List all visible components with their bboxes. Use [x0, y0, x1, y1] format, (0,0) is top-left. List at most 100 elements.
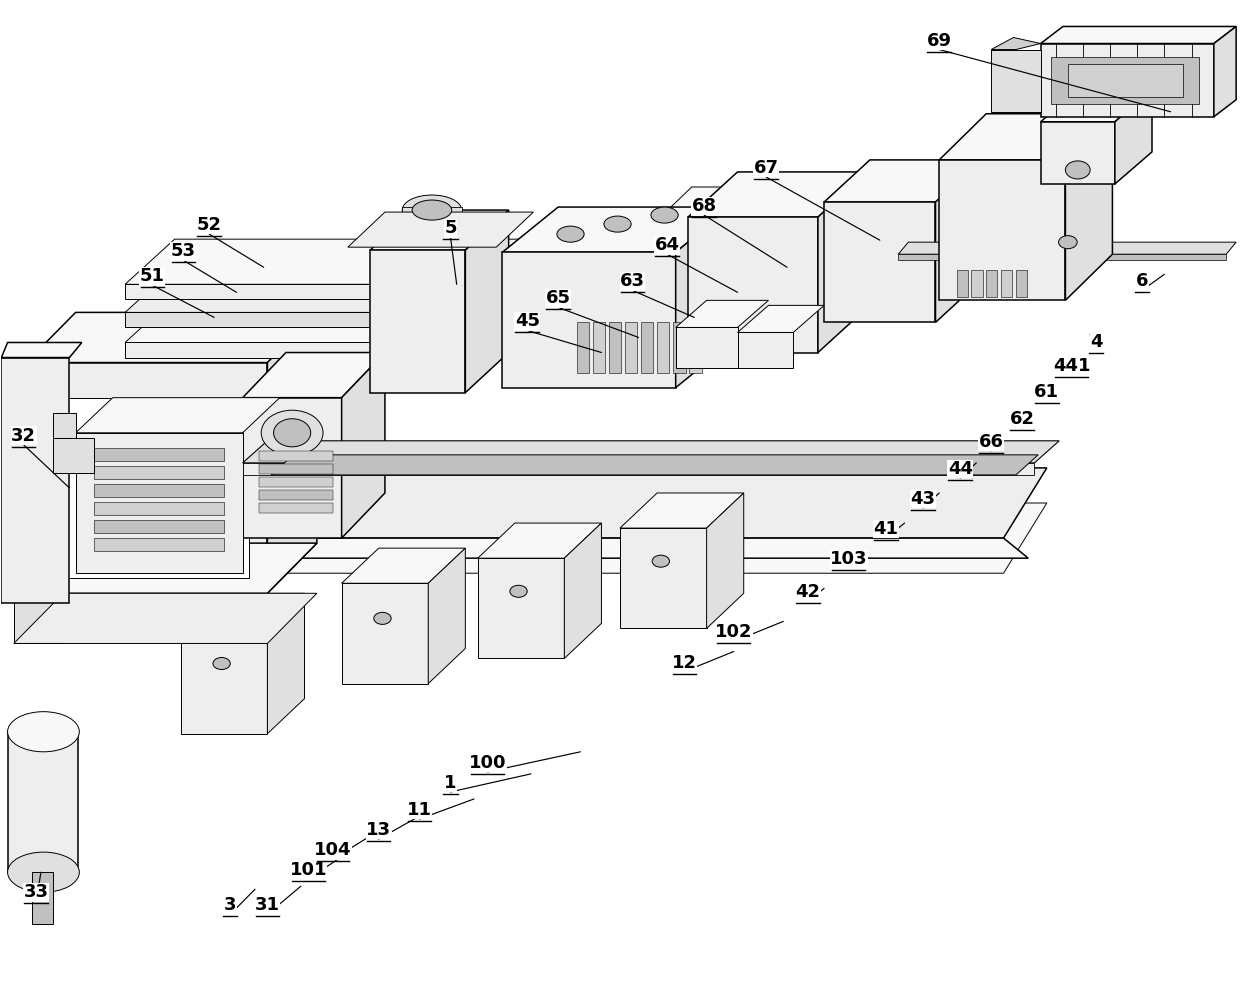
Ellipse shape [604, 216, 631, 232]
Polygon shape [125, 268, 570, 313]
Polygon shape [193, 503, 1047, 573]
Polygon shape [688, 217, 818, 352]
Polygon shape [125, 239, 570, 285]
Polygon shape [193, 538, 218, 594]
Polygon shape [898, 242, 1236, 255]
Text: 43: 43 [910, 490, 936, 508]
Ellipse shape [412, 200, 451, 220]
Polygon shape [94, 502, 224, 515]
Ellipse shape [402, 195, 461, 225]
Text: 1: 1 [444, 774, 456, 792]
Polygon shape [818, 172, 868, 352]
Text: 4: 4 [1090, 333, 1102, 350]
Polygon shape [825, 160, 981, 202]
Polygon shape [991, 49, 1040, 112]
Text: 69: 69 [926, 31, 952, 49]
Ellipse shape [262, 410, 324, 456]
Polygon shape [1068, 63, 1183, 97]
Text: 441: 441 [1053, 356, 1090, 374]
Polygon shape [688, 172, 868, 217]
Polygon shape [14, 543, 317, 594]
Text: 13: 13 [366, 821, 392, 839]
Ellipse shape [274, 418, 311, 447]
Polygon shape [477, 523, 601, 558]
Polygon shape [94, 466, 224, 479]
Polygon shape [259, 490, 334, 500]
Text: 3: 3 [224, 896, 237, 914]
Polygon shape [939, 160, 1065, 301]
Polygon shape [1040, 90, 1152, 122]
Polygon shape [1040, 26, 1236, 43]
Text: 42: 42 [796, 583, 821, 602]
Polygon shape [935, 160, 981, 322]
Polygon shape [51, 397, 249, 578]
Text: 6: 6 [1136, 273, 1148, 291]
Polygon shape [1016, 271, 1027, 298]
Text: 103: 103 [830, 550, 868, 568]
Ellipse shape [652, 555, 670, 567]
Polygon shape [676, 327, 738, 367]
Polygon shape [898, 255, 1226, 261]
Ellipse shape [510, 585, 527, 598]
Text: 51: 51 [140, 268, 165, 286]
Polygon shape [657, 322, 670, 372]
Polygon shape [259, 477, 334, 487]
Polygon shape [76, 433, 243, 573]
Polygon shape [986, 271, 997, 298]
Polygon shape [94, 538, 224, 551]
Polygon shape [645, 187, 1050, 232]
Polygon shape [1040, 43, 1214, 117]
Polygon shape [7, 731, 78, 872]
Text: 52: 52 [197, 216, 222, 234]
Text: 12: 12 [672, 654, 697, 672]
Polygon shape [625, 322, 637, 372]
Polygon shape [1, 342, 82, 357]
Ellipse shape [557, 226, 584, 242]
Polygon shape [181, 594, 305, 629]
Text: 63: 63 [620, 273, 645, 291]
Ellipse shape [1065, 161, 1090, 179]
Polygon shape [32, 872, 53, 925]
Text: 62: 62 [1009, 409, 1034, 428]
Polygon shape [370, 210, 508, 250]
Polygon shape [125, 298, 570, 342]
Polygon shape [1001, 271, 1012, 298]
Polygon shape [991, 37, 1040, 49]
Polygon shape [676, 301, 769, 327]
Polygon shape [193, 538, 1028, 558]
Polygon shape [825, 202, 935, 322]
Polygon shape [956, 271, 967, 298]
Text: 31: 31 [255, 896, 280, 914]
Polygon shape [502, 253, 676, 387]
Polygon shape [428, 548, 465, 684]
Polygon shape [125, 285, 521, 300]
Text: 32: 32 [11, 427, 36, 445]
Polygon shape [193, 468, 1047, 538]
Polygon shape [243, 463, 1034, 475]
Polygon shape [402, 207, 461, 215]
Polygon shape [125, 342, 521, 357]
Polygon shape [609, 322, 621, 372]
Text: 66: 66 [978, 433, 1003, 451]
Polygon shape [1050, 56, 1199, 104]
Polygon shape [268, 594, 305, 733]
Text: 45: 45 [515, 313, 539, 330]
Polygon shape [620, 493, 744, 528]
Text: 102: 102 [715, 624, 753, 642]
Polygon shape [676, 207, 732, 387]
Polygon shape [1065, 114, 1112, 301]
Polygon shape [641, 322, 653, 372]
Text: 53: 53 [171, 242, 196, 261]
Polygon shape [259, 451, 334, 461]
Polygon shape [125, 313, 521, 327]
Text: 64: 64 [655, 236, 680, 255]
Polygon shape [502, 207, 732, 253]
Polygon shape [268, 313, 317, 594]
Polygon shape [673, 322, 686, 372]
Polygon shape [53, 438, 94, 473]
Polygon shape [76, 397, 280, 433]
Polygon shape [94, 448, 224, 461]
Text: 104: 104 [314, 841, 352, 859]
Polygon shape [1115, 90, 1152, 184]
Text: 61: 61 [1034, 382, 1059, 400]
